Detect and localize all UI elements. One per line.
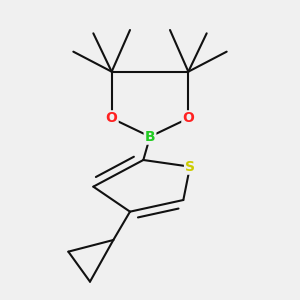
Text: O: O: [106, 111, 118, 125]
Text: B: B: [145, 130, 155, 144]
Text: S: S: [185, 160, 195, 174]
Text: O: O: [182, 111, 194, 125]
